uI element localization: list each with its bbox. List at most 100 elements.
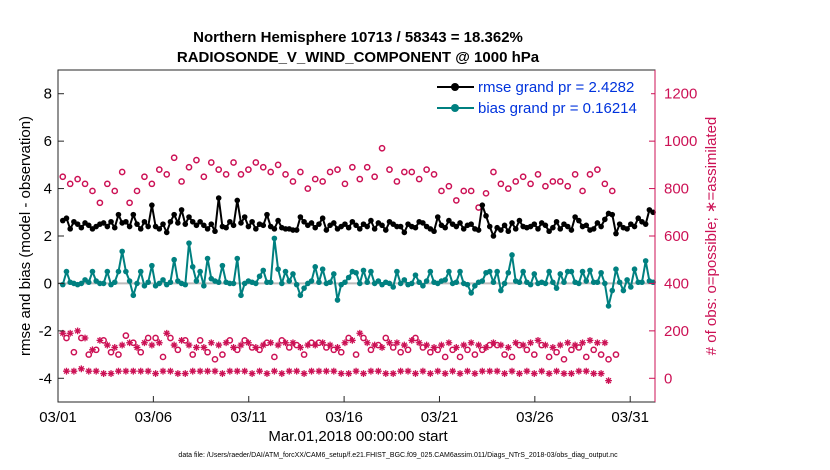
rmse-point (123, 218, 129, 225)
rmse-series (59, 195, 656, 239)
assimilated-obs-point (586, 336, 594, 344)
chart-title: Northern Hemisphere 10713 / 58343 = 18.3… (193, 29, 523, 46)
bias-point (342, 279, 348, 286)
possible-obs-point (163, 170, 171, 178)
bias-point (308, 278, 315, 284)
rmse-point (130, 211, 137, 218)
possible-obs-point (460, 187, 468, 195)
possible-obs-point (330, 346, 338, 354)
x-tick-label: 03/11 (231, 409, 267, 426)
assimilated-obs-point (74, 327, 82, 335)
possible-obs-point (256, 346, 263, 354)
bias-point (186, 240, 192, 246)
bias-point (594, 279, 601, 286)
assimilated-obs-point (311, 341, 319, 349)
bias-point (423, 278, 430, 284)
bias-point (193, 278, 200, 284)
rmse-point (78, 224, 85, 231)
possible-obs-point (560, 355, 568, 363)
assimilated-obs-point (92, 367, 100, 375)
rmse-point (134, 221, 140, 227)
rmse-point (353, 222, 359, 229)
bias-series (59, 235, 656, 309)
rmse-point (323, 227, 330, 233)
rmse-point (349, 218, 356, 225)
assimilated-obs-point (222, 339, 230, 347)
rmse-point (67, 226, 73, 232)
bias-point (639, 279, 645, 286)
bias-point (453, 279, 460, 286)
rmse-point (594, 220, 601, 226)
right-axis-ticks: 0 200 400 600 800 1000 1200 (649, 70, 697, 402)
bias-point (189, 264, 196, 270)
bias-point (505, 269, 512, 276)
right-tick-label: 0 (664, 370, 672, 387)
rmse-point (175, 220, 181, 226)
possible-obs-point (389, 344, 397, 351)
assimilated-obs-point (367, 367, 375, 375)
legend-rmse-label: rmse grand pr = 2.4282 (478, 79, 634, 96)
possible-obs-point (393, 178, 401, 185)
possible-obs-point (415, 175, 423, 183)
assimilated-obs-point (196, 367, 204, 375)
bias-point (609, 287, 616, 294)
left-tick-label: 6 (44, 133, 52, 150)
bias-point (85, 279, 92, 286)
bias-point (579, 268, 586, 275)
bias-point (230, 280, 237, 287)
rmse-point (546, 228, 552, 235)
bias-point (353, 269, 359, 276)
assimilated-obs-point (85, 367, 93, 375)
bias-point (145, 279, 151, 286)
bias-point (397, 280, 404, 287)
bias-point (468, 290, 474, 296)
rmse-point (178, 207, 185, 213)
right-tick-label: 400 (664, 275, 689, 292)
possible-obs-point (404, 346, 412, 354)
possible-obs-point (527, 180, 534, 188)
x-tick-label: 03/16 (325, 409, 363, 426)
possible-obs-point (304, 185, 312, 192)
bias-point (620, 287, 627, 294)
assimilated-obs-point (189, 367, 197, 375)
possible-obs-point (449, 346, 456, 354)
assimilated-obs-point (170, 341, 178, 349)
bias-point (282, 268, 289, 275)
rmse-point (74, 221, 81, 227)
legend-bias-label: bias grand pr = 0.16214 (478, 100, 637, 117)
possible-obs-point (438, 187, 445, 195)
bias-point (111, 279, 118, 286)
rmse-point (215, 195, 222, 201)
assimilated-obs-point (553, 367, 560, 375)
right-tick-label: 600 (664, 228, 689, 245)
rmse-point (368, 217, 374, 224)
bias-point (334, 297, 341, 303)
assimilated-obs-point (542, 341, 549, 349)
assimilated-obs-point (259, 341, 267, 349)
assimilated-obs-point (382, 370, 390, 377)
bias-point (134, 280, 140, 287)
bias-point (598, 269, 604, 276)
rmse-point (141, 218, 148, 225)
possible-obs-point (170, 154, 178, 162)
possible-obs-point (81, 180, 89, 188)
possible-obs-point (70, 348, 78, 356)
rmse-point (145, 223, 151, 230)
bias-point (197, 268, 203, 275)
rmse-point (193, 222, 200, 229)
rmse-point (319, 215, 326, 222)
assimilated-obs-point (516, 370, 523, 377)
assimilated-obs-point (252, 344, 260, 351)
assimilated-obs-point (70, 367, 78, 375)
assimilated-obs-point (319, 339, 327, 347)
bias-point (219, 262, 226, 269)
rmse-point (208, 221, 215, 227)
possible-obs-point (601, 180, 609, 188)
possible-obs-point (122, 332, 130, 339)
possible-obs-point (378, 144, 386, 152)
bias-point (290, 271, 296, 277)
assimilated-obs-point (530, 370, 538, 377)
rmse-point (535, 226, 541, 232)
rmse-point (115, 211, 122, 218)
possible-obs-point (148, 180, 156, 188)
